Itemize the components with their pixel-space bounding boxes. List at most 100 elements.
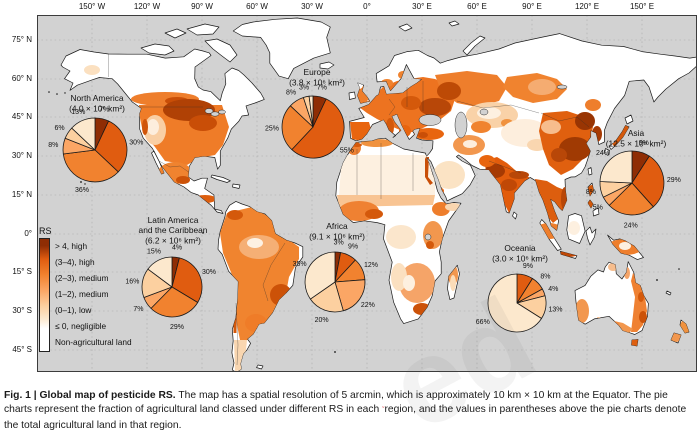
legend-labels: > 4, high (3–4), high (2–3), medium (1–2), … [55,238,132,352]
region-title: Africa [326,221,348,231]
legend-item-gt4: > 4, high [55,241,88,251]
lon-tick-label-5: 0° [363,2,371,11]
lat-tick-label-0: 75° N [11,35,32,44]
lon-tick-label-10: 150° E [629,2,655,11]
pie-slice-c23 [608,182,654,216]
pie-slice-c23 [281,105,314,150]
country-borders [108,54,590,366]
region-area-label: (12.5 × 10⁶ km²) [606,139,667,149]
map-frame [37,15,697,372]
pie-slice-label: 9% [639,140,649,147]
lon-tick-label-2: 90° W [191,2,213,11]
pie-slice-label: 15% [147,249,161,256]
pie-slice-label: 8% [48,142,58,149]
lat-tick-label-3: 30° N [11,151,32,160]
lon-tick-label-0: 150° W [78,2,106,11]
pie-slice-c23 [150,286,199,318]
region-area-label: (4.0 × 10⁶ km²) [69,104,125,114]
pie-slice-label: 24% [624,222,638,229]
legend-colorbar [39,238,50,352]
lon-tick-label-1: 120° W [133,2,161,11]
pie-slice-le0 [71,117,96,151]
pie-slice-label: 66% [476,319,490,326]
pie-slice-label: 30% [202,269,216,276]
pie-slice-label: 5% [593,205,603,212]
pie-slice-label: 29% [170,324,184,331]
legend-item-c12: (1–2), medium [55,289,109,299]
region-area-label: (3.8 × 10⁶ km²) [289,78,345,88]
pie-slice-label: 7% [317,84,327,91]
pie-slice-c01 [310,281,344,313]
pie-slice-le0 [304,251,336,300]
small-islands [48,91,680,353]
pie-slice-label: 3% [299,84,309,91]
pie-slice-label: 6% [54,125,64,132]
pie-slice-label: 7% [99,106,109,113]
caption-text-2: region, and the values in parentheses ab… [4,404,687,431]
pie-slice-label: 7% [133,306,143,313]
region-title: Asia [628,128,645,138]
pie-slice-label: 35% [293,261,307,268]
lon-tick-label-3: 60° W [246,2,268,11]
lon-tick-label-9: 120° E [574,2,600,11]
lat-tick-label-5: 0° [24,229,32,238]
legend-title: RS [39,226,52,236]
lon-tick-label-7: 60° E [467,2,487,11]
pie-slice-le0 [487,273,542,333]
pie-slice-label: 13% [71,109,85,116]
pie-slice-label: 29% [667,177,681,184]
rs-legend: RS > 4, high (3–4), high (2–3), medium (1–2… [39,226,159,352]
lat-tick-label-2: 45° N [11,112,32,121]
regional-pie-charts: North America(4.0 × 10⁶ km²)7%30%36%8%6%… [48,67,681,333]
lat-tick-label-6: 15° S [12,267,32,276]
caption-text: The map has a spatial resolution of 5 ar… [4,390,668,416]
pie-slice-label: 13% [548,306,562,313]
lat-tick-label-7: 30° S [12,306,32,315]
pie-2: Asia(12.5 × 10⁶ km²)9% 29% 24% 5% 8% 24% [586,128,681,229]
pie-4: Africa(9.1 × 10⁶ km²)3% 9% 12% 22% 20% 35% [293,221,378,324]
legend-item-nonag: Non-agricultural land [55,337,132,347]
lon-tick-label-6: 30° E [412,2,432,11]
world-map: North America(4.0 × 10⁶ km²)7%30%36%8%6%… [37,15,697,372]
legend-item-c34: (3–4), high [55,257,95,267]
region-title: North America [70,93,123,103]
pie-slice-label: 22% [361,302,375,309]
pie-slice-label: 8% [586,189,596,196]
region-area-label: (3.0 × 10⁶ km²) [492,254,548,264]
pie-slice-label: 12% [364,262,378,269]
region-area-label: (9.1 × 10⁶ km²) [309,232,365,242]
pie-slice-label: 25% [265,126,279,133]
figure-label: Fig. 1 | Global map of pesticide RS. [4,390,176,401]
region-title: and the Caribbean [139,225,208,235]
pie-slice-c34 [291,98,345,159]
pie-slice-le0 [599,150,633,184]
lon-tick-label-4: 30° W [301,2,323,11]
lat-tick-label-4: 15° N [11,190,32,199]
region-area-label: (6.2 × 10⁶ km²) [145,236,201,246]
legend-item-c23: (2–3), medium [55,273,109,283]
inland-seas-lakes [204,84,568,241]
pie-slice-label: 36% [75,187,89,194]
pie-slice-label: 24% [596,150,610,157]
pie-slice-label: 55% [340,147,354,154]
pie-slice-c12 [334,279,366,312]
pie-slice-le0 [308,95,314,128]
pie-slice-le0 [147,256,173,288]
pie-slice-c34 [94,120,128,173]
pie-slice-c23 [62,149,119,183]
pie-slice-label: 9% [348,244,358,251]
lon-tick-label-8: 90° E [522,2,542,11]
region-title: Europe [303,67,330,77]
pie-slice-label: 30% [129,139,143,146]
lat-tick-label-1: 60° N [11,74,32,83]
lat-tick-label-8: 45° S [12,345,32,354]
pie-slice-label: 8% [286,90,296,97]
pie-slice-label: 8% [540,274,550,281]
pie-slice-c34 [631,155,665,208]
legend-item-le0: ≤ 0, negligible [55,321,107,331]
pie-1: Europe(3.8 × 10⁶ km²)7% 55% 25% 8%3% [265,67,354,159]
pie-slice-label: 3% [334,240,344,247]
pie-slice-label: 4% [172,245,182,252]
